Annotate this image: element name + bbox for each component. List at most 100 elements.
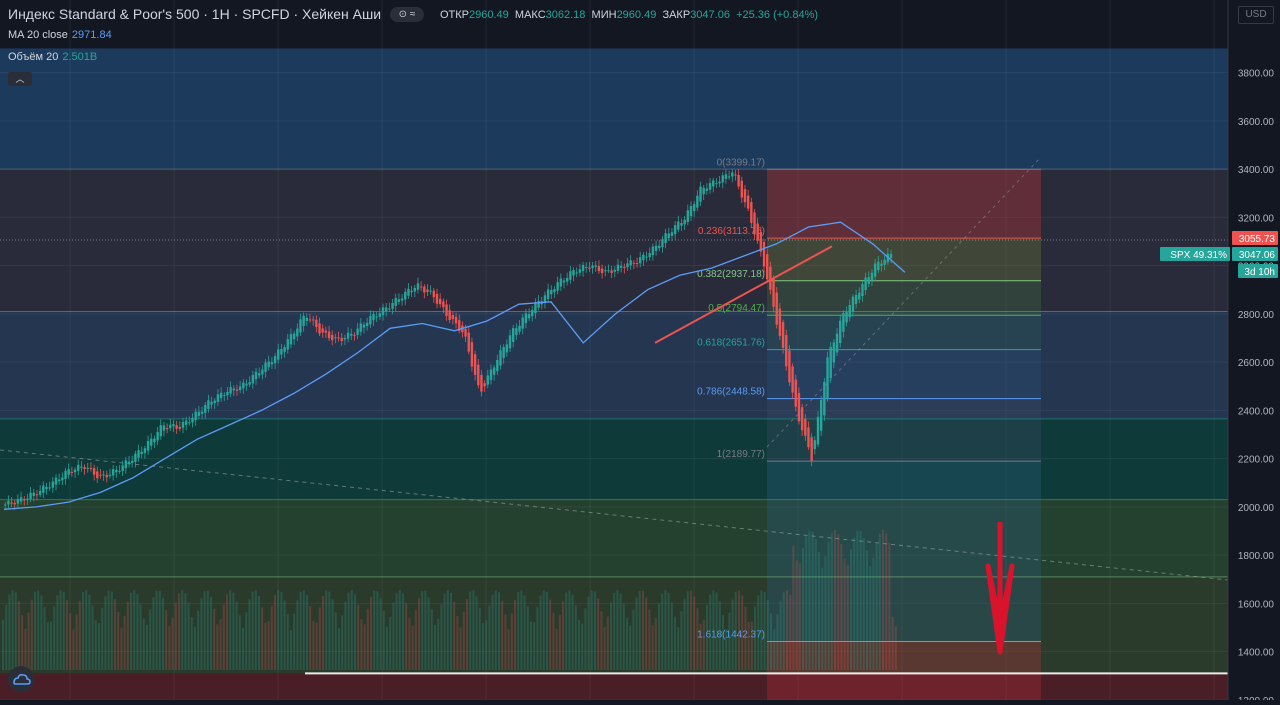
candle-body [181,422,185,428]
volume-bar [139,604,142,670]
candle-body [162,425,166,431]
volume-bar [286,613,289,670]
volume-bar [392,602,395,670]
volume-bar [248,599,251,670]
candle-body [851,296,855,312]
trendline-red[interactable] [654,245,833,344]
volume-bar [574,605,577,670]
fib-level-label: 1.618(1442.37) [697,629,765,640]
volume-bar [238,615,241,670]
candle-body [845,312,848,323]
volume-bar [11,590,14,670]
volume-bar [891,617,894,670]
volume-bar [216,624,219,670]
candle-body [337,337,340,339]
ma-line [3,221,906,510]
volume-bar [110,591,113,670]
candle-body [375,316,378,318]
volume-bar [5,604,8,670]
volume-bar [859,530,862,670]
candle-body [210,401,213,405]
candle-body [705,188,709,191]
volume-bar [443,594,446,670]
ma-value: 2971.84 [71,29,112,41]
volume-bar [251,591,254,670]
volume-bar [562,601,564,670]
candle-body [616,264,620,271]
candle-body [96,471,99,479]
volume-bar [210,596,212,670]
candle-body [692,204,696,212]
candle-body [832,342,836,363]
candle-body [769,266,772,290]
currency-button[interactable]: USD [1238,6,1274,24]
candle-body [45,486,48,490]
volume-bar [584,608,587,670]
volume-bar [715,592,718,670]
candle-body [775,292,778,325]
candle-body [823,381,826,416]
volume-bar [696,608,699,670]
candle-body [575,272,578,274]
volume-bar [389,617,392,670]
candle-body [42,485,45,493]
candle-body [477,364,480,386]
candle-body [77,464,80,471]
volume-bar [446,590,449,670]
volume-bar [306,595,308,670]
candle-body [197,411,201,416]
candle-body [556,282,559,291]
countdown-badge-bg [1238,264,1278,278]
candle-body [13,502,16,505]
candle-body [696,195,699,208]
volume-bar [398,590,401,670]
ma-indicator-row[interactable]: MA 20 close 2971.84 [8,29,112,41]
volume-indicator-row[interactable]: Объём 20 2.501B [8,51,97,63]
candle-body [400,298,404,301]
candle-body [264,362,267,372]
symbol-title[interactable]: Индекс Standard & Poor's 500 · 1H · SPCF… [8,6,382,22]
candle-body [429,290,432,292]
ohlc-open-label: ОТКР [440,9,470,21]
candle-body [727,176,731,178]
candle-body [842,313,845,332]
volume-bar [741,595,744,670]
down-arrow-annotation[interactable] [985,522,1015,655]
compare-badge[interactable]: ⊙ ≈ [390,7,424,22]
candle-body [124,460,128,469]
candle-body [137,450,140,458]
volume-bar [267,620,270,670]
tradingview-logo[interactable] [8,666,34,692]
volume-bar [702,619,705,670]
candle-body [153,438,156,443]
volume-bar [718,601,721,670]
candle-body [299,319,302,333]
candle-body [378,313,382,317]
volume-bar [776,614,779,670]
candle-body [327,331,331,339]
candle-body [546,289,550,300]
volume-bar [872,557,875,670]
volume-bar [869,565,872,670]
candle-body [623,266,626,268]
candle-body [797,393,801,422]
trendline-dashed[interactable] [0,449,1229,581]
volume-bar [795,560,798,670]
volume-bar [459,627,462,670]
collapse-legend-button[interactable]: ︿ [8,72,32,86]
candle-body [543,295,547,303]
volume-bar [50,621,52,670]
candle-body [219,392,223,399]
candle-body [591,265,594,269]
volume-bar [322,595,324,670]
y-tick-label: 1200.00 [1238,696,1275,700]
candle-body [134,453,137,462]
candle-body [235,389,239,391]
candle-body [38,490,42,495]
volume-bar [197,610,200,670]
candle-body [229,387,232,394]
fib-level-label: 0.5(2794.47) [708,303,765,314]
volume-bar [411,625,414,670]
